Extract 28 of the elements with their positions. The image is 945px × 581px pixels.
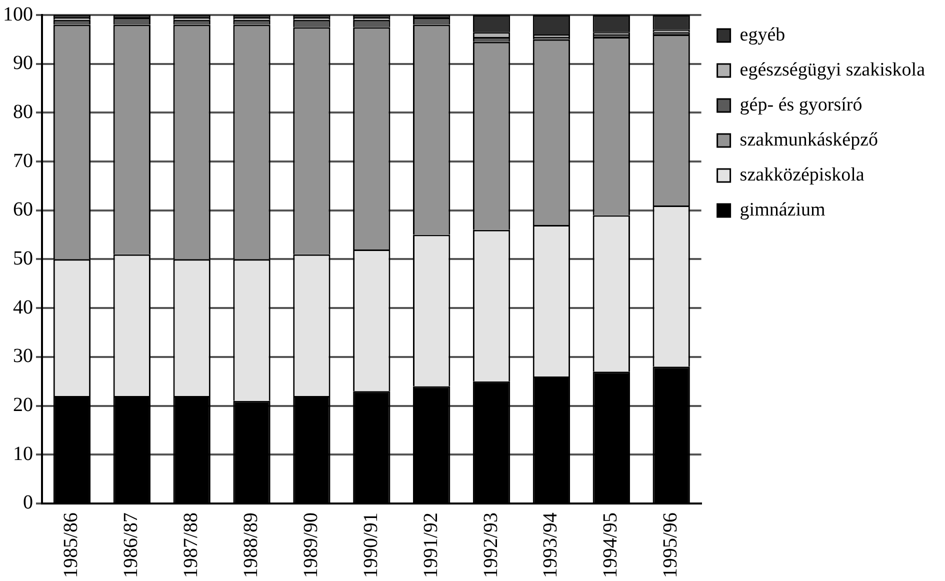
y-tick-label: 30 <box>13 345 33 368</box>
x-tick-label: 1990/91 <box>360 512 382 578</box>
x-tick-label: 1988/89 <box>240 512 262 578</box>
legend-label: szakmunkásképző <box>740 129 878 150</box>
y-tick-label: 100 <box>3 3 33 26</box>
x-tick-label: 1991/92 <box>420 512 442 578</box>
x-tick-label: 1987/88 <box>180 512 202 578</box>
x-tick-label: 1986/87 <box>120 512 142 578</box>
y-tick-label: 0 <box>23 492 33 514</box>
legend-label: gimnázium <box>740 199 826 220</box>
x-tick-label: 1994/95 <box>600 512 622 578</box>
y-tick-label: 10 <box>13 442 33 465</box>
x-tick-label: 1992/93 <box>480 512 502 578</box>
y-tick-label: 90 <box>13 52 33 74</box>
x-tick-label: 1989/90 <box>300 512 322 578</box>
legend-label: egyéb <box>740 24 786 46</box>
legend-label: egészségügyi szakiskola <box>740 59 926 80</box>
x-tick-label: 1993/94 <box>540 512 562 578</box>
legend-label: szakközépiskola <box>740 164 865 186</box>
x-tick-label: 1995/96 <box>660 512 682 578</box>
x-tick-label: 1985/86 <box>60 512 82 578</box>
y-tick-label: 70 <box>13 150 33 172</box>
y-tick-label: 50 <box>13 247 33 270</box>
y-tick-label: 40 <box>13 296 33 318</box>
y-tick-label: 20 <box>13 394 33 416</box>
legend-label: gép- és gyorsíró <box>740 94 862 116</box>
y-tick-label: 60 <box>13 198 33 221</box>
y-tick-label: 80 <box>13 100 33 123</box>
